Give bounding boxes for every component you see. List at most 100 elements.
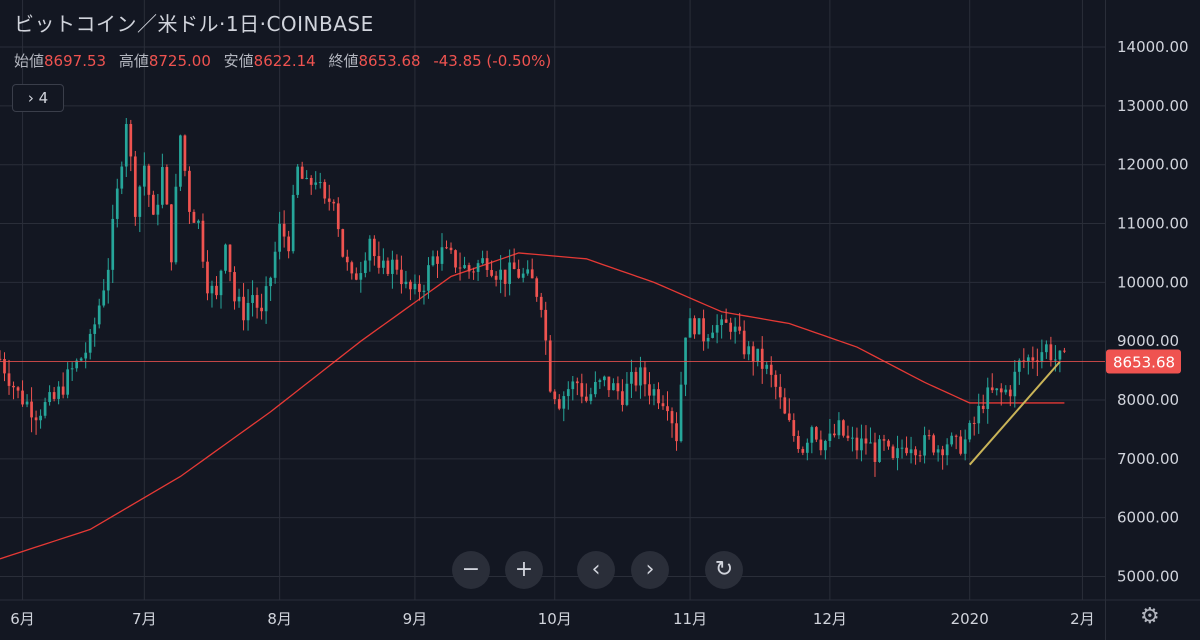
candle-body [210, 285, 214, 294]
candle-body [535, 278, 539, 297]
candle-body [48, 392, 51, 403]
price-scale[interactable] [1105, 0, 1200, 640]
x-axis: 6月 7月 8月 9月 10月 11月 12月 2020 2月 [10, 610, 1094, 628]
candle-body [431, 256, 435, 266]
candle-body [368, 238, 372, 261]
candle-body [219, 270, 223, 296]
candle-body [454, 250, 457, 268]
y-tick-label: 8000.00 [1117, 391, 1179, 409]
close-label: 終値 [328, 52, 359, 70]
candle-body [851, 437, 854, 439]
candle-body [458, 267, 462, 269]
ma200-line [0, 252, 1065, 560]
candle-body [977, 405, 981, 424]
candle-body [151, 194, 155, 215]
candle-body [1031, 357, 1035, 361]
candle-body [639, 367, 642, 386]
candle-body [828, 433, 832, 441]
candle-body [246, 302, 250, 321]
candle-body [1063, 350, 1066, 352]
candle-body [350, 262, 354, 274]
candle-body [981, 405, 985, 409]
candle-body [954, 435, 958, 437]
candle-body [963, 439, 967, 454]
low-value: 8622.14 [253, 52, 316, 70]
zoom-in-button[interactable]: + [505, 551, 543, 589]
candle-body [675, 423, 678, 442]
candle-body [39, 415, 42, 421]
zoom-out-button[interactable]: − [452, 551, 490, 589]
candle-body [1013, 371, 1017, 397]
candle-body [512, 262, 516, 270]
candle-body [382, 260, 385, 268]
candle-body [887, 440, 890, 447]
candle-body [300, 166, 304, 179]
y-tick-label: 14000.00 [1117, 38, 1189, 56]
candle-body [909, 449, 913, 454]
candle-body [133, 156, 137, 217]
candle-body [575, 381, 579, 384]
candle-body [742, 330, 746, 355]
candle-body [75, 360, 79, 369]
candle-body [179, 135, 182, 187]
candle-body [21, 390, 24, 405]
candle-body [391, 259, 394, 274]
open-label: 始値 [14, 52, 45, 70]
open-value: 8697.53 [44, 52, 107, 70]
candle-body [422, 290, 426, 292]
low-label: 安値 [223, 52, 254, 70]
scroll-left-button[interactable]: ‹ [577, 551, 615, 589]
candle-body [733, 326, 737, 332]
candle-body [657, 389, 660, 404]
candle-body [819, 439, 823, 451]
gear-icon[interactable]: ⚙ [1140, 604, 1160, 629]
candle-body [318, 182, 322, 184]
candle-body [251, 295, 254, 303]
indicators-toggle-button[interactable]: › 4 [12, 84, 64, 112]
candle-body [711, 332, 714, 338]
candle-body [1026, 357, 1030, 362]
candle-body [237, 296, 241, 302]
reset-chart-button[interactable]: ↻ [705, 551, 743, 589]
candle-body [305, 177, 309, 179]
y-axis: 5000.00 6000.00 7000.00 8000.00 9000.00 10000… [1117, 38, 1189, 585]
candle-body [377, 256, 381, 268]
candle-body [778, 386, 782, 398]
close-value: 8653.68 [358, 52, 421, 70]
candle-body [738, 326, 742, 331]
x-tick-label: 8月 [267, 610, 292, 628]
candle-body [706, 337, 710, 342]
candle-body [972, 422, 976, 424]
candle-body [84, 352, 88, 359]
candle-body [102, 290, 106, 306]
candle-body [968, 422, 972, 440]
candle-body [12, 385, 15, 388]
candle-body [354, 273, 358, 280]
candle-body [188, 170, 191, 212]
candle-body [1004, 389, 1008, 393]
scroll-right-button[interactable]: › [631, 551, 669, 589]
trendline-segment [968, 361, 1061, 466]
candle-body [228, 244, 232, 273]
candle-body [787, 413, 791, 421]
candle-body [52, 392, 56, 399]
candle-body [945, 444, 949, 456]
candle-body [57, 386, 60, 399]
last-price-label: 8653.68 [1113, 354, 1175, 372]
moving-average-line [0, 252, 1065, 560]
y-tick-label: 13000.00 [1117, 97, 1189, 115]
candle-body [147, 165, 151, 195]
x-tick-label: 2020 [951, 610, 989, 628]
candle-body [386, 260, 390, 274]
candle-body [400, 269, 403, 285]
candle-body [896, 448, 899, 459]
candle-body [481, 258, 484, 264]
candle-body [688, 318, 692, 338]
candle-body [1049, 344, 1053, 361]
candle-body [950, 435, 954, 445]
candle-body [427, 265, 430, 291]
symbol-title[interactable]: ビットコイン／米ドル [14, 12, 219, 36]
candle-body [756, 348, 760, 362]
interval-label[interactable]: 1日 [225, 12, 260, 36]
